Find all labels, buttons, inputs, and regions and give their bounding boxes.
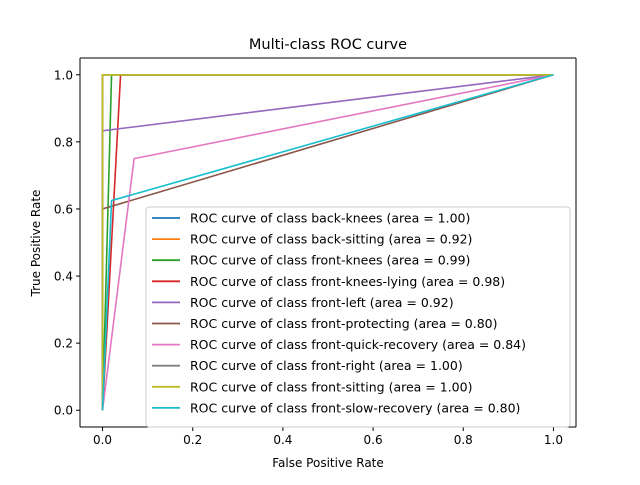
legend-label-8: ROC curve of class front-sitting (area =…: [190, 379, 472, 394]
roc-series-line-8: [101, 73, 554, 411]
roc-series-line-9: [101, 74, 554, 411]
legend-label-6: ROC curve of class front-quick-recovery …: [190, 337, 526, 352]
x-tick-label-0: 0.0: [93, 433, 112, 447]
legend-label-7: ROC curve of class front-right (area = 1…: [190, 358, 463, 373]
legend-label-1: ROC curve of class back-sitting (area = …: [190, 232, 472, 247]
y-tick-label-5: 1.0: [54, 68, 73, 82]
x-tick-label-2: 0.4: [273, 433, 292, 447]
y-tick-label-1: 0.2: [54, 337, 73, 351]
roc-series-line-6: [101, 73, 554, 411]
x-tick-label-4: 0.8: [454, 433, 473, 447]
y-axis-label: True Positive Rate: [29, 190, 43, 298]
legend-label-2: ROC curve of class front-knees (area = 0…: [190, 253, 470, 268]
legend-label-3: ROC curve of class front-knees-lying (ar…: [190, 274, 505, 289]
legend-box: [145, 206, 571, 428]
legend-label-5: ROC curve of class front-protecting (are…: [190, 316, 498, 331]
x-tick-label-3: 0.6: [364, 433, 383, 447]
x-axis-label: False Positive Rate: [272, 456, 384, 470]
legend-label-9: ROC curve of class front-slow-recovery (…: [190, 400, 520, 415]
y-tick-label-0: 0.0: [54, 404, 73, 418]
y-tick-label-2: 0.4: [54, 270, 73, 284]
x-tick-label-1: 0.2: [183, 433, 202, 447]
legend-label-0: ROC curve of class back-knees (area = 1.…: [190, 211, 470, 226]
x-tick-label-5: 1.0: [544, 433, 563, 447]
y-tick-label-3: 0.6: [54, 202, 73, 216]
y-tick-label-4: 0.8: [54, 135, 73, 149]
legend-label-4: ROC curve of class front-left (area = 0.…: [190, 295, 454, 310]
plot-area: 0.0 0.2 0.4 0.6 0.8 1.0 0.0 0.2 0.4 0.6 0.8 1.0 ROC …: [54, 57, 577, 447]
chart-title: Multi-class ROC curve: [249, 37, 407, 53]
